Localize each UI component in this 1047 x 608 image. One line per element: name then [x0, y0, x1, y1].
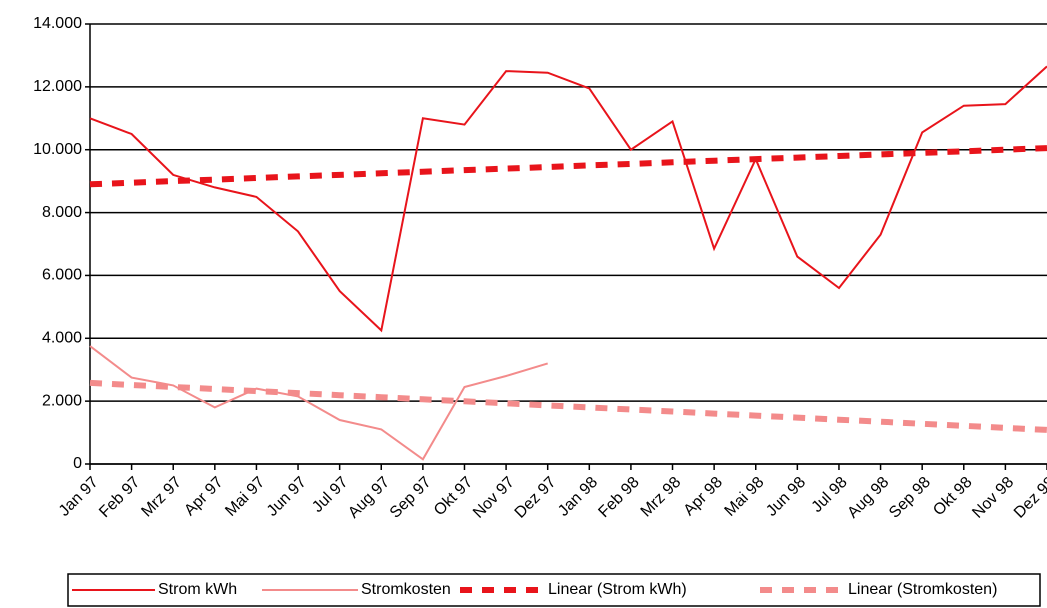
x-tick-label: Jun 97	[264, 474, 310, 520]
x-tick-label: Aug 98	[844, 474, 892, 522]
x-tick-label: Aug 97	[345, 474, 393, 522]
x-tick-label: Sep 97	[387, 474, 435, 522]
y-tick-label: 8.000	[42, 204, 82, 221]
trend-line	[89, 379, 1047, 433]
legend-label: Linear (Stromkosten)	[848, 581, 997, 598]
trend-line	[89, 145, 1047, 188]
y-tick-label: 2.000	[42, 392, 82, 409]
x-tick-label: Nov 98	[969, 474, 1017, 522]
x-tick-label: Mrz 98	[638, 474, 685, 521]
legend-label: Strom kWh	[158, 581, 237, 598]
x-tick-label: Dez 98	[1011, 474, 1047, 522]
y-tick-label: 10.000	[33, 141, 82, 158]
x-tick-label: Okt 97	[431, 474, 476, 519]
legend-label: Stromkosten	[361, 581, 451, 598]
x-tick-label: Okt 98	[930, 474, 975, 519]
x-tick-label: Mai 98	[722, 474, 768, 520]
y-tick-label: 12.000	[33, 78, 82, 95]
y-tick-label: 14.000	[33, 15, 82, 32]
series-line	[89, 345, 548, 461]
series-line	[89, 65, 1047, 333]
x-tick-label: Feb 98	[595, 474, 642, 521]
x-tick-label: Mai 97	[222, 474, 268, 520]
x-tick-label: Nov 97	[470, 474, 518, 522]
y-tick-label: 6.000	[42, 267, 82, 284]
x-tick-label: Dez 97	[512, 474, 560, 522]
y-tick-label: 0	[73, 455, 82, 472]
y-tick-label: 4.000	[42, 330, 82, 347]
legend-label: Linear (Strom kWh)	[548, 581, 687, 598]
x-tick-label: Feb 97	[96, 474, 143, 521]
x-tick-label: Apr 98	[681, 474, 726, 519]
legend-box	[67, 573, 1041, 607]
x-tick-label: Apr 97	[181, 474, 226, 519]
x-tick-label: Jan 97	[56, 474, 102, 520]
x-tick-label: Jun 98	[763, 474, 809, 520]
x-tick-label: Jan 98	[555, 474, 601, 520]
x-tick-label: Sep 98	[886, 474, 934, 522]
x-tick-label: Mrz 97	[138, 474, 185, 521]
legend: Strom kWh Stromkosten Linear (Strom kWh) Li…	[67, 573, 1041, 607]
